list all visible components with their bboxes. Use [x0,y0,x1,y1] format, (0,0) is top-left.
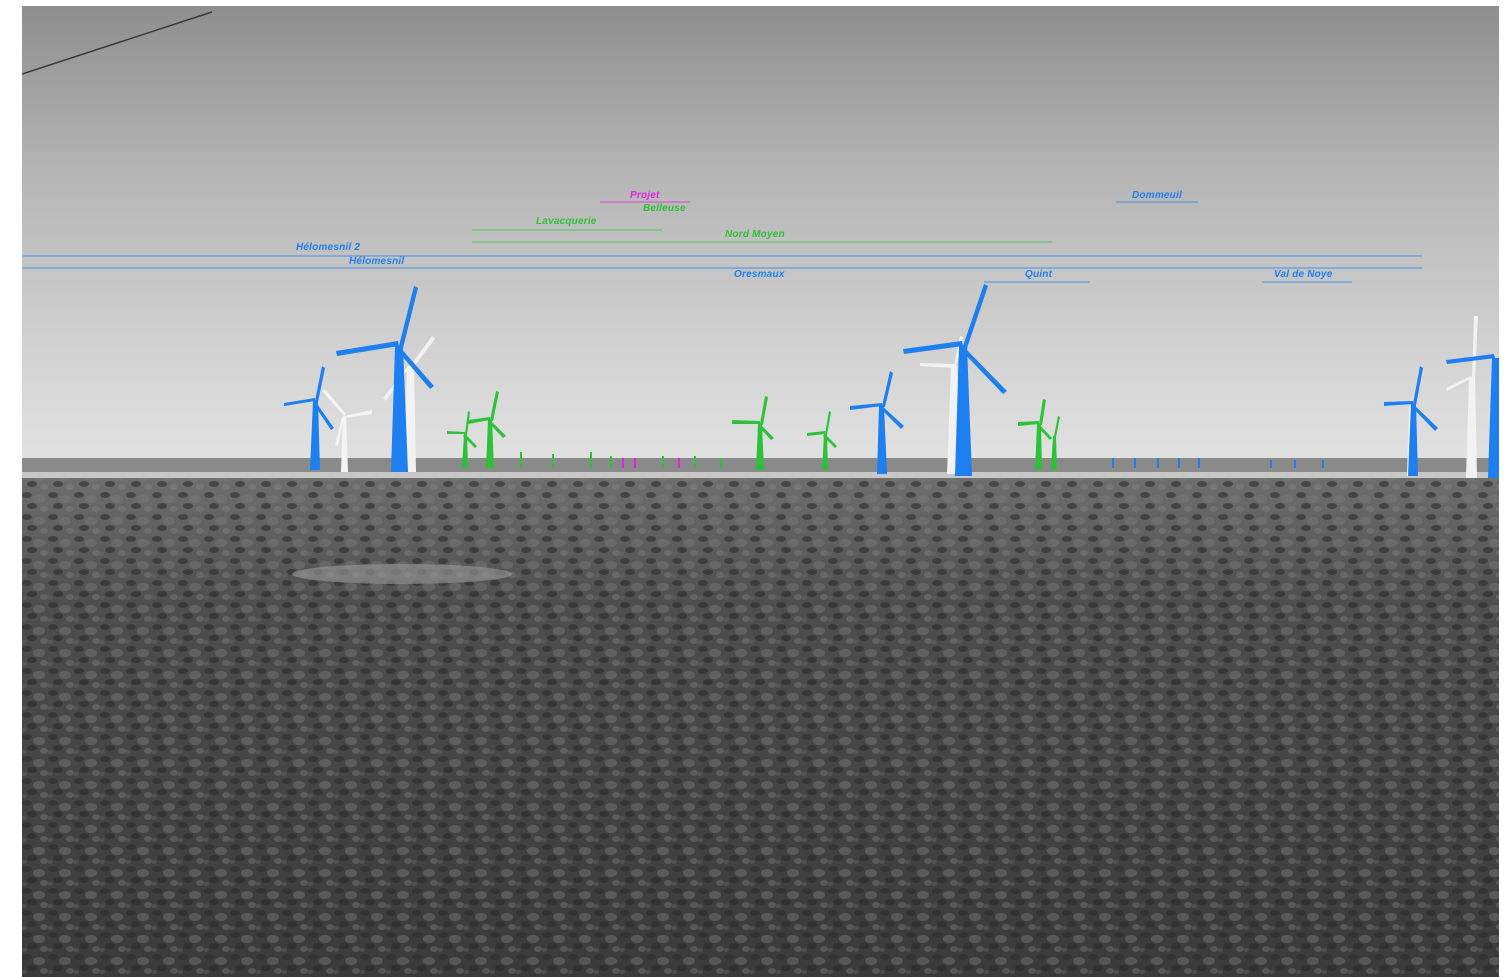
label-val-de-noye: Val de Noye [1274,269,1333,280]
distant-turbines [520,452,1324,468]
turbine-green-5 [1018,399,1060,470]
turbine-blue-3 [850,371,904,474]
label-dommeuil: Dommeuil [1132,190,1182,201]
turbine-blue-6 [1446,354,1499,478]
field-texture [22,478,1499,977]
label-lavacquerie: Lavacquerie [536,216,597,227]
label-helomesnil-2: Hélomesnil 2 [296,242,361,253]
label-nord-moyen: Nord Moyen [725,229,785,240]
label-oresmaux: Oresmaux [734,269,785,280]
reference-lines [22,201,1422,283]
turbine-blue-5 [1384,366,1438,476]
turbine-blue-2 [336,286,434,472]
label-belleuse: Belleuse [643,203,686,214]
turbine-white-1 [322,389,372,472]
bare-patch [292,564,512,584]
turbine-green-4 [807,411,837,470]
power-line [22,11,213,75]
label-projet: Projet [630,190,660,201]
road-strip [22,472,1499,478]
sky [22,6,1499,468]
turbine-blue-4 [903,284,1007,476]
turbine-green-2 [468,391,506,468]
turbine-green-3 [732,396,774,470]
photomontage [22,6,1499,977]
label-quint: Quint [1025,269,1053,280]
turbine-blue-1 [284,366,334,470]
label-helomesnil: Hélomesnil [349,256,405,267]
turbine-green-1 [447,411,477,468]
